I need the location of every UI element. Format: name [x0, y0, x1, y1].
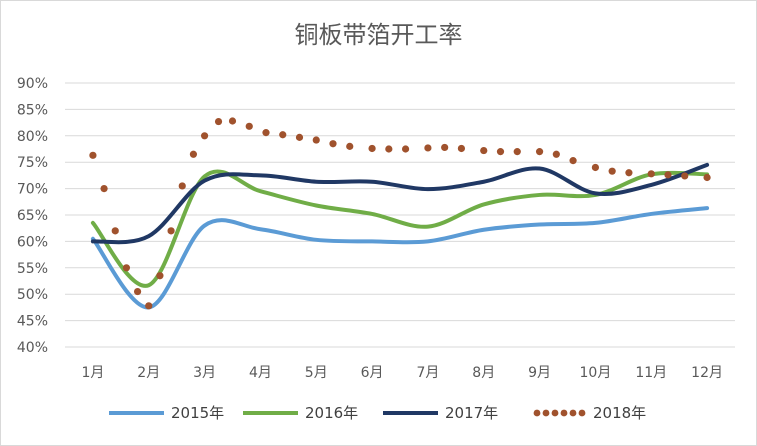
y-tick-label: 45%	[17, 314, 48, 330]
series-line-1	[90, 206, 710, 310]
y-tick-label: 80%	[17, 129, 48, 145]
legend-label: 2018年	[593, 404, 646, 422]
y-tick-label: 65%	[17, 208, 48, 224]
data-point	[496, 148, 505, 156]
data-point	[385, 145, 393, 153]
data-point	[189, 150, 198, 158]
x-tick-label: 3月	[193, 365, 216, 381]
legend-swatch	[551, 409, 559, 417]
x-tick-label: 10月	[580, 365, 612, 381]
y-tick-label: 75%	[17, 155, 48, 171]
data-point	[100, 185, 108, 193]
data-point	[535, 148, 544, 156]
y-tick-label: 60%	[17, 234, 48, 250]
data-point	[703, 173, 711, 182]
data-point	[145, 302, 153, 310]
data-point	[156, 272, 164, 280]
data-point	[214, 117, 223, 126]
legend-swatch	[533, 409, 541, 417]
data-point	[245, 122, 253, 130]
data-point	[295, 133, 304, 141]
data-point	[228, 117, 237, 125]
data-point	[401, 145, 410, 153]
data-point	[111, 227, 119, 235]
x-axis-ticks: 1月 2月 3月 4月 5月 6月 7月 8月 9月 10月 11月 12月	[81, 365, 723, 381]
legend-label: 2016年	[305, 404, 358, 422]
data-point	[591, 163, 600, 172]
y-axis-ticks: 40% 45% 50% 55% 60% 65% 70% 75% 80% 85% 90%	[17, 76, 48, 356]
data-point	[647, 170, 655, 178]
data-point	[457, 144, 466, 153]
data-point	[167, 227, 175, 235]
x-tick-label: 8月	[472, 365, 495, 381]
x-tick-label: 5月	[305, 365, 328, 381]
y-tick-label: 50%	[17, 287, 48, 303]
data-point	[312, 136, 320, 144]
data-point	[262, 129, 270, 137]
data-point	[441, 143, 449, 152]
series-line-3	[90, 162, 710, 245]
data-point	[608, 167, 616, 175]
data-point	[133, 287, 142, 296]
data-point	[200, 132, 209, 140]
y-tick-label: 70%	[17, 182, 48, 198]
data-point	[89, 151, 97, 159]
data-point	[569, 157, 577, 165]
series-group	[89, 117, 711, 310]
x-tick-label: 4月	[249, 365, 272, 381]
gridlines	[65, 82, 735, 348]
legend-item: 2017年	[383, 404, 498, 422]
legend-swatch	[542, 409, 550, 417]
data-point	[122, 264, 131, 272]
x-tick-label: 12月	[691, 365, 723, 381]
y-tick-label: 40%	[17, 340, 48, 356]
data-point	[552, 150, 560, 158]
x-tick-label: 9月	[528, 365, 551, 381]
data-point	[329, 140, 337, 148]
legend-item: 2015年	[109, 404, 224, 422]
y-tick-label: 55%	[17, 261, 48, 277]
legend-label: 2017年	[445, 404, 498, 422]
x-tick-label: 1月	[81, 365, 104, 381]
legend: 2015年 2016年 2017年 2018年	[109, 404, 646, 422]
data-point	[346, 142, 354, 150]
data-point	[424, 144, 432, 152]
x-tick-label: 6月	[361, 365, 384, 381]
data-point	[625, 169, 633, 177]
legend-label: 2015年	[171, 404, 224, 422]
legend-swatch	[560, 409, 568, 417]
data-point	[664, 171, 672, 179]
legend-swatch	[569, 409, 577, 417]
data-point	[178, 182, 186, 190]
legend-item: 2018年	[533, 404, 646, 422]
legend-swatch	[578, 409, 586, 417]
x-tick-label: 7月	[416, 365, 439, 381]
y-tick-label: 85%	[17, 102, 48, 118]
legend-item: 2016年	[243, 404, 358, 422]
x-tick-label: 2月	[137, 365, 160, 381]
series-line-4	[89, 117, 711, 310]
data-point	[279, 131, 287, 139]
data-point	[480, 146, 488, 155]
chart-title: 铜板带箔开工率	[294, 21, 463, 49]
data-point	[368, 144, 376, 153]
x-tick-label: 11月	[635, 365, 667, 381]
data-point	[513, 148, 521, 156]
y-tick-label: 90%	[17, 76, 48, 92]
data-point	[681, 172, 689, 180]
